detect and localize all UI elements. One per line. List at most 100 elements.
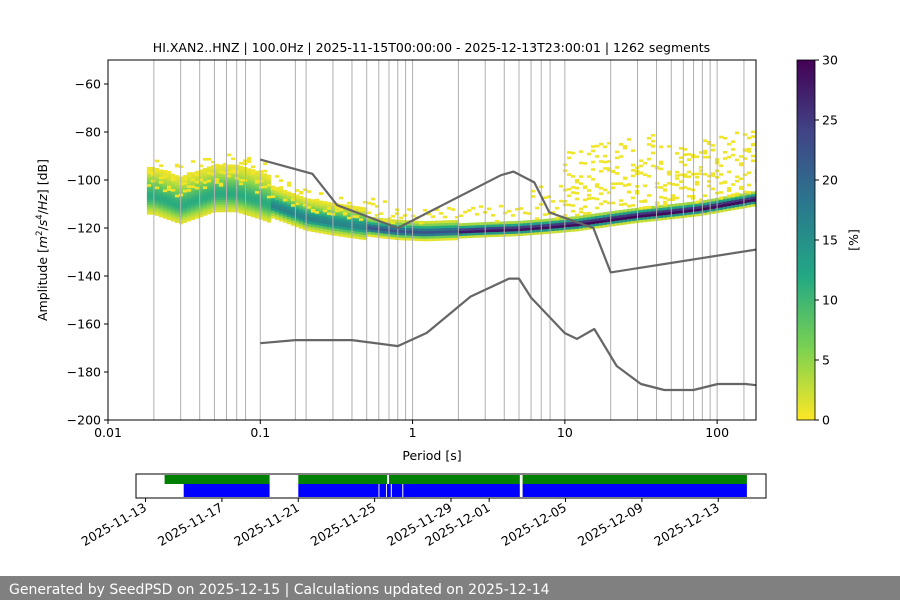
- heatmap-cell: [186, 196, 192, 199]
- heatmap-cell: [398, 222, 404, 226]
- heatmap-cell: [670, 208, 676, 212]
- heatmap-cell: [202, 182, 208, 186]
- heatmap-outlier: [650, 134, 656, 137]
- heatmap-cell: [442, 237, 448, 241]
- heatmap-cell: [354, 231, 360, 234]
- heatmap-cell: [334, 225, 340, 229]
- heatmap-outlier: [314, 198, 320, 202]
- heatmap-cell: [190, 172, 196, 175]
- heatmap-cell: [658, 207, 664, 211]
- heatmap-cell: [586, 219, 592, 223]
- heatmap-cell: [226, 169, 232, 173]
- heatmap-outlier: [694, 200, 700, 204]
- heatmap-cell: [214, 192, 220, 195]
- heatmap-outlier: [290, 204, 296, 207]
- heatmap-outlier: [390, 215, 396, 218]
- heatmap-cell: [378, 222, 384, 226]
- heatmap-cell: [718, 207, 724, 210]
- heatmap-cell: [390, 219, 396, 223]
- heatmap-cell: [414, 223, 420, 226]
- heatmap-cell: [442, 235, 448, 239]
- colorbar-tick-label: 30: [822, 53, 838, 68]
- heatmap-outlier: [742, 173, 748, 177]
- heatmap-cell: [166, 189, 172, 193]
- heatmap-cell: [158, 172, 164, 175]
- heatmap-cell: [150, 189, 156, 193]
- heatmap-cell: [198, 196, 204, 200]
- timeline-tick-label: 2025-11-17: [155, 500, 225, 549]
- heatmap-cell: [230, 209, 236, 213]
- heatmap-outlier: [598, 142, 604, 146]
- heatmap-cell: [666, 211, 672, 215]
- heatmap-cell: [226, 197, 232, 200]
- heatmap-cell: [390, 231, 396, 235]
- heatmap-cell: [190, 202, 196, 205]
- heatmap-cell: [202, 167, 208, 171]
- heatmap-outlier: [542, 196, 548, 199]
- heatmap-cell: [214, 204, 220, 208]
- heatmap-cell: [158, 199, 164, 203]
- heatmap-cell: [554, 227, 560, 231]
- heatmap-cell: [206, 184, 212, 187]
- heatmap-cell: [258, 209, 264, 213]
- heatmap-outlier: [354, 206, 360, 209]
- heatmap-cell: [358, 231, 364, 235]
- heatmap-cell: [198, 191, 204, 195]
- heatmap-cell: [162, 195, 168, 199]
- heatmap-cell: [214, 209, 220, 213]
- heatmap-cell: [466, 227, 472, 231]
- heatmap-cell: [170, 191, 176, 195]
- heatmap-cell: [666, 204, 672, 208]
- heatmap-cell: [194, 208, 200, 212]
- heatmap-cell: [530, 222, 536, 226]
- heatmap-cell: [522, 220, 528, 224]
- heatmap-cell: [438, 223, 444, 226]
- heatmap-cell: [170, 218, 176, 222]
- heatmap-cell: [258, 212, 264, 215]
- heatmap-cell: [154, 205, 160, 209]
- heatmap-cell: [402, 237, 408, 241]
- heatmap-cell: [166, 174, 172, 178]
- heatmap-outlier: [658, 167, 664, 171]
- heatmap-outlier: [574, 179, 580, 182]
- heatmap-cell: [150, 194, 156, 198]
- heatmap-cell: [398, 220, 404, 223]
- heatmap-cell: [258, 207, 264, 210]
- heatmap-cell: [258, 174, 264, 178]
- heatmap-cell: [466, 222, 472, 226]
- heatmap-cell: [518, 230, 524, 234]
- heatmap-cell: [298, 226, 304, 229]
- heatmap-cell: [166, 172, 172, 176]
- heatmap-cell: [230, 177, 236, 180]
- heatmap-cell: [510, 233, 516, 237]
- heatmap-cell: [370, 227, 376, 230]
- heatmap-cell: [566, 216, 572, 220]
- heatmap-cell: [746, 202, 752, 205]
- heatmap-cell: [686, 212, 692, 215]
- heatmap-cell: [442, 230, 448, 234]
- heatmap-cell: [718, 209, 724, 213]
- heatmap-cell: [750, 201, 756, 205]
- heatmap-cell: [426, 220, 432, 224]
- heatmap-outlier: [146, 171, 152, 175]
- heatmap-cell: [338, 203, 344, 207]
- heatmap-cell: [162, 213, 168, 217]
- heatmap-cell: [226, 202, 232, 205]
- heatmap-cell: [406, 222, 412, 226]
- heatmap-cell: [454, 227, 460, 231]
- heatmap-outlier: [586, 189, 592, 192]
- heatmap-outlier: [658, 186, 664, 189]
- heatmap-cell: [186, 203, 192, 207]
- heatmap-cell: [754, 190, 756, 194]
- heatmap-cell: [274, 214, 280, 218]
- heatmap-outlier: [334, 206, 340, 210]
- heatmap-cell: [490, 231, 496, 235]
- heatmap-cell: [578, 215, 584, 219]
- heatmap-cell: [646, 219, 652, 222]
- heatmap-outlier: [218, 184, 224, 187]
- heatmap-cell: [362, 234, 368, 238]
- heatmap-cell: [282, 202, 288, 206]
- heatmap-cell: [506, 221, 512, 224]
- heatmap-cell: [186, 176, 192, 179]
- heatmap-cell: [190, 199, 196, 203]
